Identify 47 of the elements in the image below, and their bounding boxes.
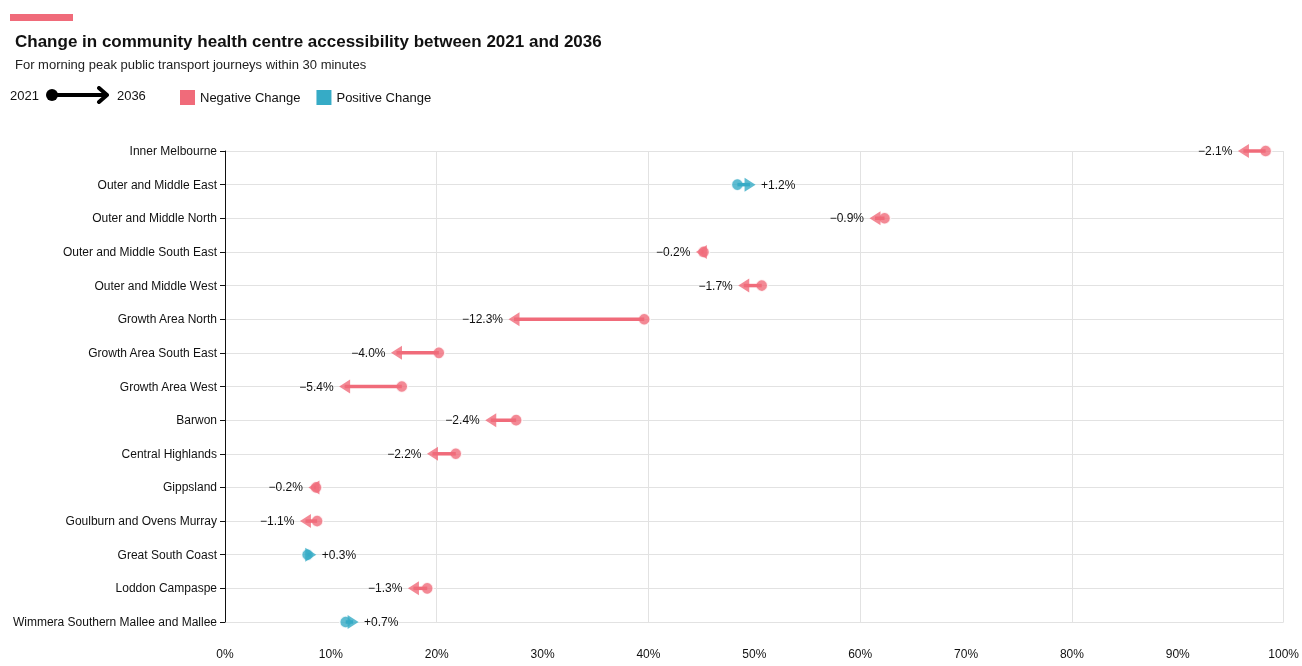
x-tick-label: 50% [742,647,767,661]
data-label: +1.2% [761,177,796,192]
data-label: −2.4% [445,413,481,428]
y-tick-label: Loddon Campaspe [115,581,218,596]
data-label: −2.1% [1198,144,1233,158]
data-label: −2.2% [387,446,422,461]
chart-title: Change in community health centre accessibility between 2021 and 2036 [15,32,602,51]
y-tick-label: Outer and Middle East [97,177,218,192]
data-label: −5.4% [299,379,334,394]
legend-label: Negative Change [200,90,301,105]
x-tick-label: 0% [216,647,234,661]
x-tick-label: 60% [848,647,873,661]
data-label: +0.7% [364,615,399,629]
data-label: +0.3% [321,547,357,562]
text: 2036 [116,87,146,103]
data-label: −1.7% [698,278,734,293]
x-tick-label: 80% [1059,647,1085,661]
y-tick-label: Growth Area West [119,379,218,394]
y-tick-label: Outer and Middle South East [62,244,218,259]
x-tick-label: 40% [636,647,661,661]
y-tick-label: Outer and Middle North [92,211,217,226]
data-label: −0.9% [829,211,865,226]
x-tick-label: 70% [954,647,979,661]
y-tick-label: Wimmera Southern Mallee and Mallee [12,615,218,629]
x-tick-label: 90% [1165,647,1191,661]
y-tick-label: Inner Melbourne [129,144,218,158]
data-label: −0.2% [268,480,304,495]
y-tick-label: Growth Area North [117,312,217,327]
x-tick-label: 100% [1268,647,1300,661]
y-tick-label: Growth Area South East [88,345,218,360]
text: 2021 [10,87,39,103]
x-tick-label: 30% [530,647,555,661]
y-tick-label: Barwon [176,413,217,428]
x-tick-label: 10% [318,647,344,661]
data-label: −12.3% [461,312,504,327]
y-tick-label: Outer and Middle West [94,278,218,293]
y-tick-label: Goulburn and Ovens Murray [65,514,217,529]
y-tick-label: Gippsland [162,480,217,495]
y-tick-label: Great South Coast [117,547,218,562]
chart-subtitle: For morning peak public transport journeys within 30 minutes [15,57,367,72]
data-label: −1.1% [260,514,295,529]
data-label: −4.0% [351,345,386,360]
data-label: −1.3% [368,581,403,596]
y-tick-label: Central Highlands [121,446,217,461]
x-tick-label: 20% [424,647,450,661]
legend-label: Positive Change [336,90,432,105]
data-label: −0.2% [656,244,691,259]
